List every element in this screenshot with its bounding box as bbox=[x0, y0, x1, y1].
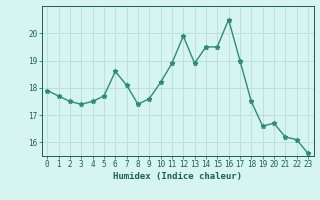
X-axis label: Humidex (Indice chaleur): Humidex (Indice chaleur) bbox=[113, 172, 242, 181]
